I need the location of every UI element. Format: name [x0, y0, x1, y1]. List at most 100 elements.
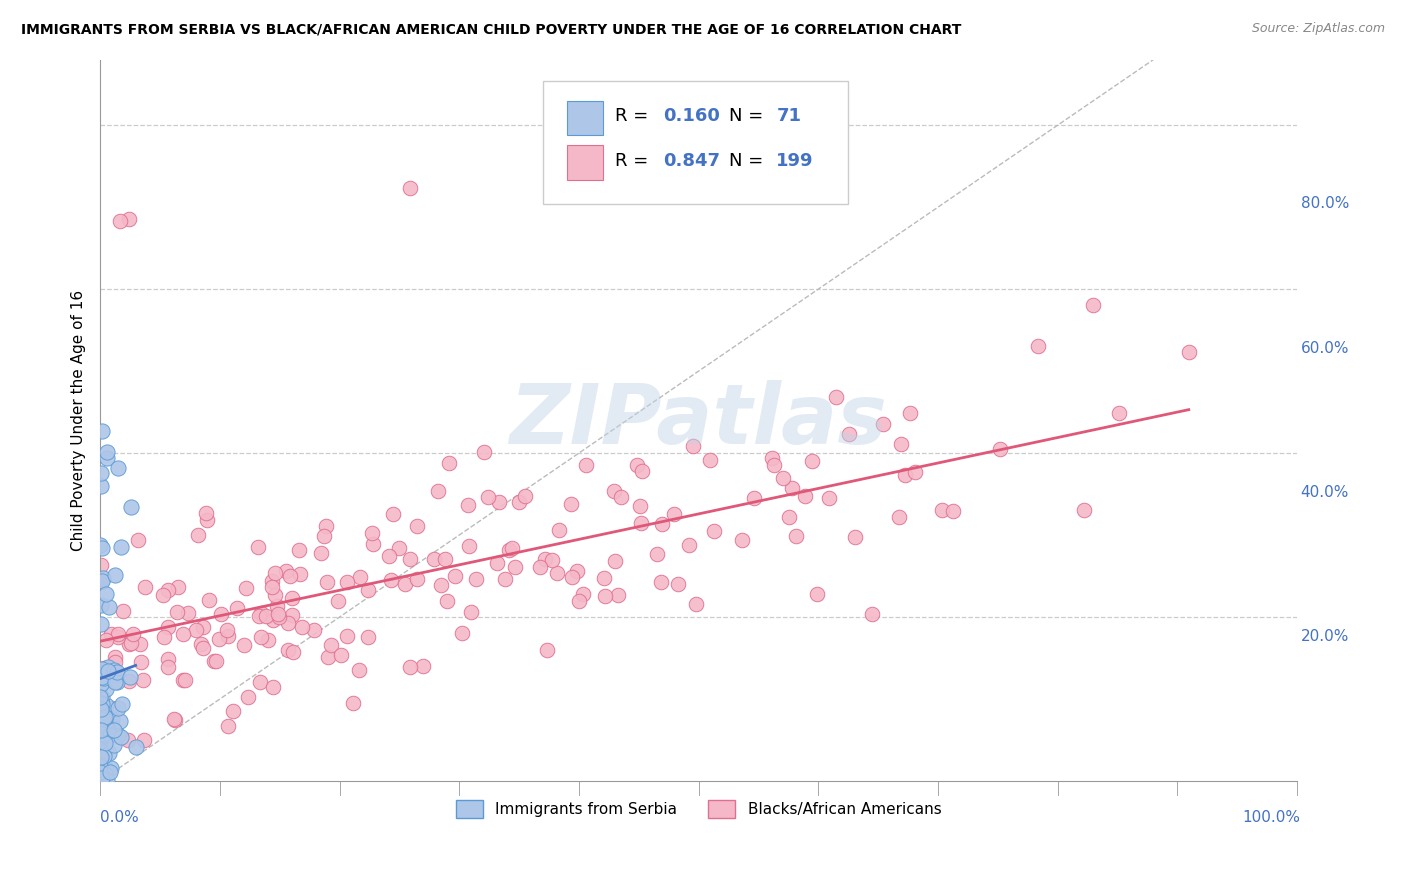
- Point: [560, 497, 582, 511]
- Point: [267, 607, 290, 622]
- Point: [238, 690, 260, 704]
- Point: [90, 676, 112, 690]
- Point: [101, 700, 124, 714]
- Point: [266, 599, 288, 613]
- Point: [778, 509, 800, 524]
- Point: [349, 570, 371, 584]
- Point: [177, 606, 200, 620]
- Point: [651, 517, 673, 532]
- Point: [118, 211, 141, 226]
- Text: R =: R =: [614, 107, 654, 125]
- Point: [423, 551, 446, 566]
- Point: [98, 765, 121, 780]
- Point: [568, 593, 591, 607]
- Point: [134, 733, 156, 747]
- Point: [394, 576, 416, 591]
- Point: [1026, 339, 1049, 353]
- Point: [457, 498, 479, 512]
- Point: [567, 564, 589, 578]
- Point: [215, 624, 238, 638]
- Point: [94, 729, 117, 743]
- Point: [91, 541, 114, 556]
- Point: [90, 671, 112, 685]
- Point: [249, 609, 271, 624]
- Point: [132, 673, 155, 688]
- Point: [498, 543, 520, 558]
- Point: [235, 582, 257, 596]
- Point: [436, 594, 458, 608]
- Point: [508, 495, 530, 509]
- Point: [209, 607, 232, 621]
- Point: [90, 677, 112, 691]
- Point: [267, 610, 290, 624]
- Point: [931, 503, 953, 517]
- Point: [104, 650, 127, 665]
- Point: [785, 529, 807, 543]
- Point: [451, 626, 474, 640]
- Point: [250, 630, 273, 644]
- Point: [208, 632, 231, 646]
- Point: [357, 630, 380, 644]
- Text: 0.0%: 0.0%: [100, 810, 139, 825]
- Point: [818, 491, 841, 505]
- Point: [90, 742, 112, 756]
- Point: [288, 542, 311, 557]
- Point: [105, 674, 128, 689]
- Point: [437, 456, 460, 470]
- Text: 40.0%: 40.0%: [1301, 485, 1348, 500]
- Point: [898, 406, 921, 420]
- Point: [90, 723, 112, 737]
- Point: [94, 736, 117, 750]
- Point: [277, 642, 299, 657]
- Bar: [567, 145, 603, 180]
- Point: [281, 591, 304, 606]
- Point: [105, 668, 128, 682]
- Point: [90, 558, 112, 572]
- Point: [388, 541, 411, 555]
- Point: [90, 479, 112, 493]
- Point: [548, 523, 571, 537]
- Point: [156, 620, 179, 634]
- Point: [433, 551, 456, 566]
- Point: [165, 713, 187, 727]
- Point: [647, 547, 669, 561]
- Point: [572, 587, 595, 601]
- Point: [157, 660, 180, 674]
- Point: [315, 519, 337, 533]
- Point: [426, 483, 449, 498]
- Point: [801, 453, 824, 467]
- Point: [103, 663, 125, 677]
- Point: [91, 571, 114, 585]
- Point: [91, 574, 114, 588]
- Legend: Immigrants from Serbia, Blacks/African Americans: Immigrants from Serbia, Blacks/African A…: [450, 794, 948, 824]
- Point: [703, 524, 725, 538]
- Point: [90, 690, 112, 704]
- Point: [278, 568, 301, 582]
- Point: [98, 727, 121, 741]
- Point: [662, 508, 685, 522]
- Point: [98, 600, 121, 615]
- Point: [98, 747, 121, 761]
- Point: [173, 673, 195, 687]
- Point: [606, 588, 628, 602]
- Point: [118, 637, 141, 651]
- Point: [860, 607, 883, 622]
- Point: [110, 730, 132, 744]
- Point: [361, 536, 384, 550]
- Point: [153, 631, 176, 645]
- Point: [110, 214, 132, 228]
- Point: [281, 645, 304, 659]
- Point: [193, 641, 215, 656]
- Point: [152, 589, 174, 603]
- Point: [97, 665, 120, 679]
- Point: [772, 471, 794, 485]
- Point: [93, 709, 115, 723]
- Point: [326, 594, 349, 608]
- Point: [172, 626, 194, 640]
- Point: [94, 698, 117, 712]
- Point: [626, 458, 648, 472]
- Point: [319, 638, 342, 652]
- Point: [264, 588, 287, 602]
- Point: [763, 458, 786, 472]
- Point: [96, 633, 118, 648]
